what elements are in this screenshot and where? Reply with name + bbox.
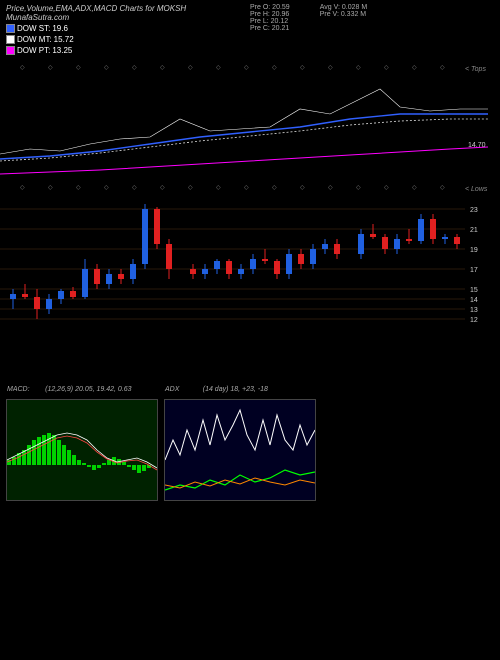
candle-panel: ◇ ◇ ◇ ◇ ◇ ◇ ◇ ◇ ◇ ◇ ◇ ◇ ◇ ◇ ◇ ◇ < Lows 23 21 19 17 15 14 13 12 [0,179,500,339]
svg-text:◇: ◇ [244,185,249,191]
svg-text:21: 21 [470,227,478,234]
candle-chart: ◇ ◇ ◇ ◇ ◇ ◇ ◇ ◇ ◇ ◇ ◇ ◇ ◇ ◇ ◇ ◇ < Lows 23 21 19 17 15 14 13 12 [0,179,488,339]
svg-text:◇: ◇ [272,185,277,191]
stat-pre-h: Pre H: 20.96 [250,11,290,18]
svg-text:23: 23 [470,207,478,214]
macd-label: MACD: [7,386,30,393]
swatch-mt [6,35,15,44]
header: Price,Volume,EMA,ADX,MACD Charts for MOK… [0,0,500,59]
adx-params: (14 day) 18, +23, -18 [203,386,268,393]
svg-text:< Tops: < Tops [465,66,486,73]
adx-label: ADX [165,386,179,393]
svg-text:◇: ◇ [384,65,389,71]
stat-pre-l: Pre L: 20.12 [250,18,290,25]
legend-dow-pt: DOW PT: 13.25 [6,46,250,55]
svg-text:◇: ◇ [160,185,165,191]
svg-text:◇: ◇ [48,185,53,191]
adx-panel: ADX (14 day) 18, +23, -18 [164,399,316,501]
svg-text:◇: ◇ [328,185,333,191]
indicator-row: MACD: (12,26,9) 20.05, 19.42, 0.63 ADX (… [0,399,500,501]
svg-text:14.70: 14.70 [468,142,486,149]
legend-pt-label: DOW PT: [17,46,50,55]
svg-text:◇: ◇ [20,65,25,71]
legend-st-label: DOW ST: [17,24,50,33]
svg-text:◇: ◇ [104,65,109,71]
ema-chart: ◇ ◇ ◇ ◇ ◇ ◇ ◇ ◇ ◇ ◇ ◇ ◇ ◇ ◇ ◇ ◇ < Tops 14.70 [0,59,488,179]
svg-text:◇: ◇ [76,65,81,71]
svg-text:17: 17 [470,267,478,274]
macd-params: (12,26,9) 20.05, 19.42, 0.63 [45,386,131,393]
svg-text:◇: ◇ [412,185,417,191]
chart-title: Price,Volume,EMA,ADX,MACD Charts for MOK… [6,4,250,22]
ema-panel: ◇ ◇ ◇ ◇ ◇ ◇ ◇ ◇ ◇ ◇ ◇ ◇ ◇ ◇ ◇ ◇ < Tops 14.70 [0,59,500,179]
legend-dow-st: DOW ST: 19.6 [6,24,250,33]
svg-text:◇: ◇ [188,65,193,71]
legend-mt-value: 15.72 [54,35,74,44]
svg-text:◇: ◇ [356,65,361,71]
legend-mt-label: DOW MT: [17,35,52,44]
stat-pre-v: Pre V: 0.332 M [320,11,367,18]
svg-text:◇: ◇ [216,185,221,191]
svg-text:19: 19 [470,247,478,254]
macd-chart [7,400,157,500]
svg-text:◇: ◇ [300,185,305,191]
svg-text:< Lows: < Lows [465,186,488,193]
svg-text:◇: ◇ [328,65,333,71]
stat-pre-c: Pre C: 20.21 [250,25,290,32]
svg-text:◇: ◇ [412,65,417,71]
legend-dow-mt: DOW MT: 15.72 [6,35,250,44]
svg-text:◇: ◇ [440,65,445,71]
macd-panel: MACD: (12,26,9) 20.05, 19.42, 0.63 [6,399,158,501]
swatch-st [6,24,15,33]
svg-text:◇: ◇ [76,185,81,191]
svg-text:◇: ◇ [300,65,305,71]
svg-text:◇: ◇ [104,185,109,191]
svg-text:12: 12 [470,317,478,324]
stat-avg-v: Avg V: 0.028 M [320,4,367,11]
legend-st-value: 19.6 [52,24,68,33]
legend-pt-value: 13.25 [52,46,72,55]
svg-text:◇: ◇ [216,65,221,71]
adx-chart [165,400,315,500]
svg-text:◇: ◇ [384,185,389,191]
svg-text:14: 14 [470,297,478,304]
svg-text:13: 13 [470,307,478,314]
svg-text:◇: ◇ [48,65,53,71]
svg-text:◇: ◇ [272,65,277,71]
header-stats: Pre O: 20.59 Pre H: 20.96 Pre L: 20.12 P… [250,4,494,55]
svg-text:◇: ◇ [132,185,137,191]
svg-text:◇: ◇ [160,65,165,71]
svg-text:◇: ◇ [244,65,249,71]
svg-text:◇: ◇ [132,65,137,71]
svg-text:◇: ◇ [20,185,25,191]
svg-text:◇: ◇ [440,185,445,191]
stat-pre-o: Pre O: 20.59 [250,4,290,11]
svg-text:15: 15 [470,287,478,294]
svg-text:◇: ◇ [356,185,361,191]
svg-text:◇: ◇ [188,185,193,191]
swatch-pt [6,46,15,55]
chart-container: Price,Volume,EMA,ADX,MACD Charts for MOK… [0,0,500,660]
